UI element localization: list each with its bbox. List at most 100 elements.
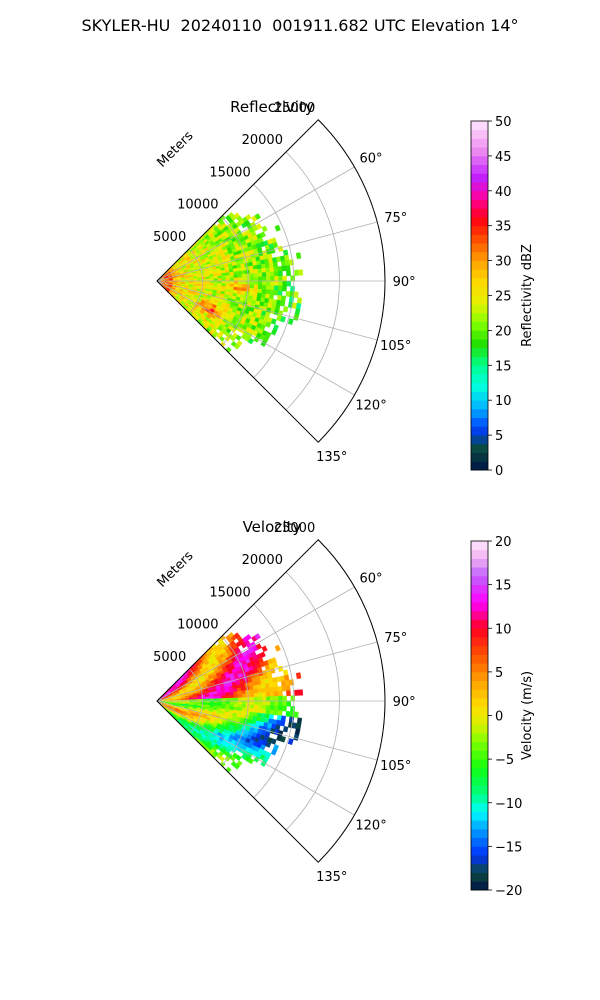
colorbar-segment — [471, 671, 488, 682]
data-cell — [237, 283, 243, 288]
colorbar-segment — [471, 452, 488, 462]
data-cell — [277, 690, 283, 697]
radial-axis-label: Meters — [155, 128, 197, 170]
data-cell — [257, 268, 263, 274]
data-cell — [265, 687, 271, 693]
data-cell — [237, 700, 243, 705]
data-cell — [270, 276, 275, 282]
data-cell — [269, 691, 275, 697]
data-cell — [241, 270, 247, 275]
range-tick-label: 10000 — [177, 618, 218, 633]
panel-reflectivity: Reflectivity60°75°90°105°120°135°5000100… — [153, 98, 535, 479]
colorbar-segment — [471, 400, 488, 410]
colorbar-segment — [471, 417, 488, 427]
colorbar-tick-label: 35 — [495, 220, 512, 235]
data-cell — [282, 726, 289, 733]
azimuth-tick-label: 60° — [360, 571, 383, 586]
data-cell — [229, 277, 235, 282]
data-cell — [278, 275, 283, 282]
data-cell — [247, 757, 255, 765]
colorbar-segment — [471, 820, 488, 830]
colorbar: 0 5 10 15 20 25 30 35 40 45 50 Reflectivity dBZ — [470, 115, 535, 479]
data-cell — [241, 273, 247, 278]
data-cell — [270, 700, 275, 706]
data-cell — [233, 697, 239, 702]
data-cell — [237, 277, 243, 282]
data-cell — [241, 284, 247, 289]
data-cell — [241, 697, 247, 702]
data-cell — [265, 705, 271, 711]
data-cell — [280, 315, 286, 323]
data-cell — [279, 720, 286, 727]
data-cell — [278, 700, 283, 707]
colorbar-segment — [471, 811, 488, 821]
data-cell — [282, 669, 289, 676]
data-cell — [253, 280, 259, 286]
data-cell — [225, 692, 230, 696]
colorbar-segment — [471, 628, 488, 638]
data-cell — [201, 276, 206, 280]
colorbar-tick-label: 30 — [495, 255, 512, 270]
data-cell — [229, 283, 235, 288]
data-cell — [286, 280, 292, 287]
data-cell — [277, 710, 283, 717]
colorbar-segment — [471, 173, 488, 183]
data-cell — [268, 714, 274, 720]
azimuth-spoke — [156, 700, 378, 761]
colorbar-segment — [471, 435, 488, 445]
data-cell — [295, 672, 302, 680]
figure-title: SKYLER-HU 20240110 001911.682 UTC Elevat… — [81, 16, 519, 35]
data-cell — [265, 741, 272, 748]
data-cell — [262, 700, 267, 706]
data-cell — [217, 695, 223, 699]
colorbar-segment — [471, 863, 488, 873]
data-cell — [274, 275, 279, 282]
data-cell — [265, 285, 271, 291]
data-cell — [233, 343, 241, 350]
data-cell — [282, 695, 287, 702]
data-cell — [287, 318, 294, 326]
data-cell — [221, 698, 227, 702]
colorbar-segment — [471, 619, 488, 629]
data-cell — [221, 280, 227, 284]
data-cell — [277, 285, 283, 292]
data-cell — [229, 697, 235, 702]
azimuth-tick-label: 120° — [355, 399, 386, 414]
data-cell — [229, 694, 235, 699]
colorbar-segment — [471, 567, 488, 577]
data-cell — [296, 297, 303, 305]
data-cell — [287, 738, 294, 746]
colorbar-tick-label: −5 — [495, 753, 514, 768]
data-cell — [253, 700, 259, 706]
colorbar-segment — [471, 426, 488, 436]
data-cell — [249, 280, 255, 286]
data-cell — [241, 700, 247, 705]
colorbar-tick-label: 0 — [495, 464, 503, 479]
colorbar-segment — [471, 391, 488, 401]
colorbar-tick-label: −20 — [495, 884, 522, 899]
data-cell — [229, 691, 235, 696]
data-cell — [261, 645, 268, 653]
data-cell — [270, 280, 275, 286]
data-cell — [273, 686, 279, 693]
colorbar-segment — [471, 785, 488, 795]
colorbar-segment — [471, 855, 488, 865]
panel-velocity: Velocity 60° 75° 90° 105° 120° 135° 5000 10000 15… — [153, 518, 535, 899]
data-cell — [261, 284, 267, 290]
data-cell — [298, 689, 304, 696]
colorbar-tick-label: −10 — [495, 797, 522, 812]
data-cell — [261, 687, 267, 693]
colorbar: −20 −15 −10 −5 0 5 10 15 20 Velocity (m/s) — [470, 535, 535, 899]
colorbar-segment — [471, 663, 488, 673]
colorbar-segment — [471, 645, 488, 655]
data-cell — [253, 704, 259, 710]
data-cell — [278, 695, 283, 702]
data-cell — [265, 709, 271, 715]
data-cell — [273, 266, 279, 273]
data-cell — [221, 278, 227, 282]
data-cell — [225, 346, 232, 353]
data-cell — [262, 280, 267, 286]
data-cell — [282, 705, 287, 712]
data-cell — [217, 275, 223, 279]
